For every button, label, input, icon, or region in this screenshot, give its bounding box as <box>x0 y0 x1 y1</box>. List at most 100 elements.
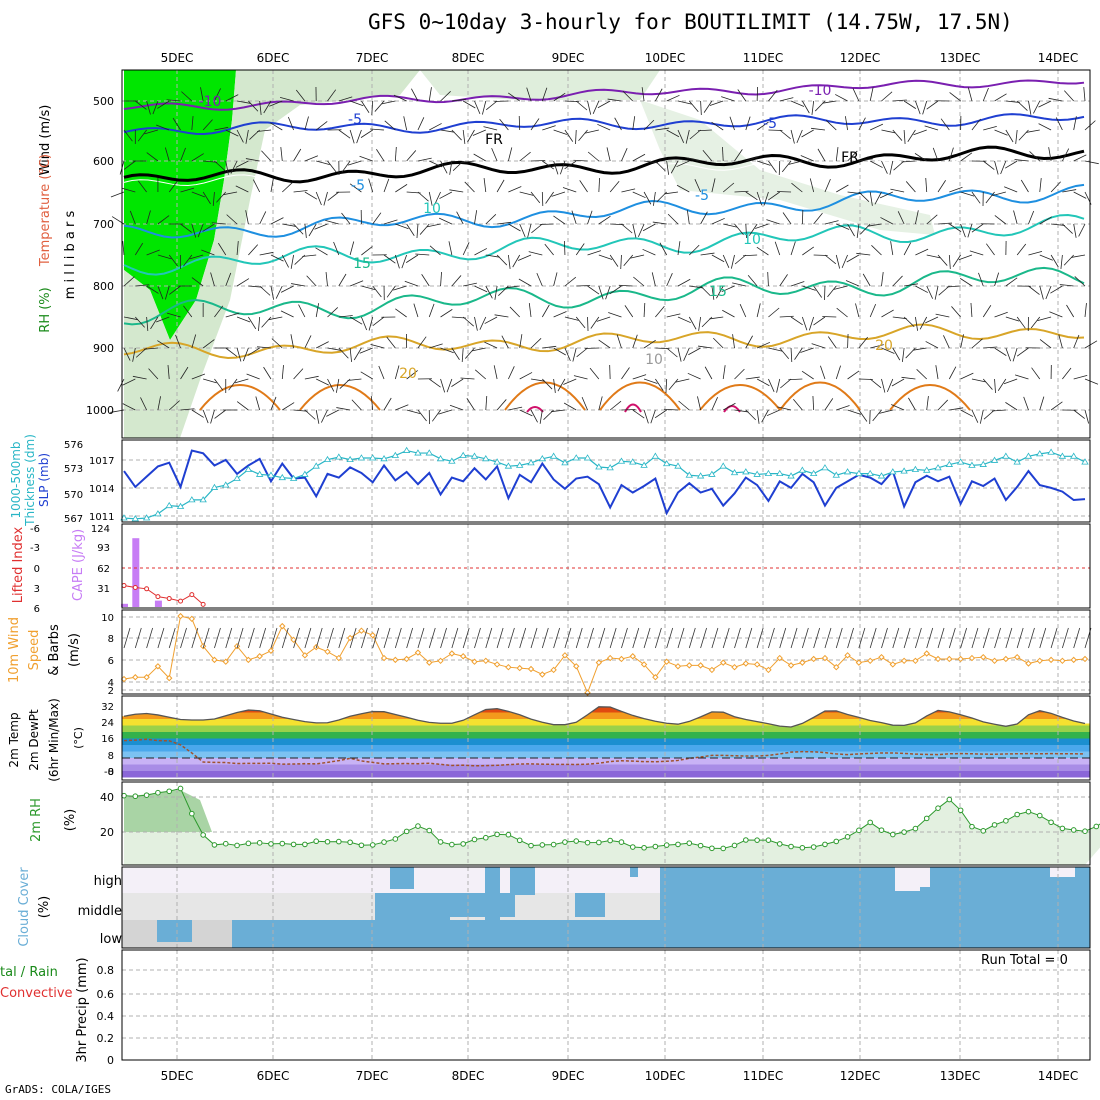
wind-barb <box>483 126 498 131</box>
wind-barb <box>203 160 218 163</box>
wind-barb <box>1028 250 1043 256</box>
wind-barb <box>519 223 526 238</box>
rh2m-point <box>1014 811 1020 818</box>
day-label-top: 9DEC <box>552 51 585 65</box>
wind-speed-point <box>222 658 229 665</box>
thickness-point <box>436 455 445 462</box>
wind-barb <box>847 191 862 195</box>
wind-barb <box>722 309 735 318</box>
wind-barb <box>180 147 186 162</box>
wind-barb <box>722 254 730 268</box>
wind-barb <box>485 100 498 111</box>
wind-barb <box>1016 100 1028 111</box>
wind-barb <box>451 275 462 287</box>
wind-barb <box>841 254 848 269</box>
wind10-barb <box>428 627 436 649</box>
contour-10 <box>123 213 1085 276</box>
wind-barb <box>517 254 532 261</box>
wind-barb <box>748 223 758 236</box>
cape-bar <box>154 600 162 607</box>
day-label-bottom: 9DEC <box>552 1069 585 1083</box>
wind-barb <box>1004 186 1018 193</box>
wind-barb <box>734 254 747 265</box>
wind-barb <box>597 100 611 109</box>
wind-barb <box>1084 378 1099 385</box>
wind-barb <box>937 254 948 266</box>
wind-barb <box>1039 339 1052 349</box>
wind-barb <box>926 100 939 110</box>
wind-barb <box>191 373 206 380</box>
wind-barb <box>1028 285 1040 295</box>
precip-legend-conv: Convective <box>0 986 73 1001</box>
wind-barb <box>846 254 860 263</box>
thickness-point <box>470 452 479 459</box>
thickness-point <box>493 458 501 465</box>
wind-barb <box>781 160 792 173</box>
wind-barb <box>217 242 227 256</box>
thickness-point <box>312 462 320 469</box>
wind10-barb <box>666 627 674 649</box>
wind-barb <box>572 347 577 362</box>
contour-label: 15 <box>709 284 727 300</box>
thickness-point <box>753 470 761 477</box>
rh2m-point <box>788 843 794 850</box>
contour-25 <box>599 381 681 411</box>
wind10-barb <box>1028 627 1035 649</box>
rh2m-point <box>765 837 772 843</box>
wind-barb <box>378 365 385 380</box>
temp-band <box>122 719 1090 726</box>
wind-barb <box>782 212 792 225</box>
rh2m-point <box>358 842 365 849</box>
wind-barb <box>855 303 860 318</box>
wind-barb <box>438 409 452 415</box>
thickness-point <box>391 451 400 458</box>
wind-barb <box>994 347 1007 356</box>
wind-barb <box>889 160 894 175</box>
wind-barb <box>434 191 441 205</box>
rh2m-point <box>313 838 320 845</box>
wind-barb <box>553 347 566 356</box>
wind-barb <box>1015 129 1018 144</box>
wind-barb <box>663 408 679 411</box>
wind-barb <box>544 243 554 256</box>
wind-barb <box>212 191 215 206</box>
wind-speed-point <box>482 657 489 665</box>
wind-barb <box>756 378 770 387</box>
rh2m-point <box>449 841 455 848</box>
wind-barb <box>825 119 837 131</box>
wind-barb <box>361 316 368 331</box>
rh2m-point <box>833 838 840 845</box>
wind-barb <box>349 183 362 193</box>
day-label-top: 8DEC <box>452 51 485 65</box>
wind-barb <box>598 285 604 300</box>
wind-barb <box>642 223 656 232</box>
wind-barb <box>871 244 882 256</box>
thickness-point <box>708 470 716 477</box>
wind-speed-point <box>448 650 456 657</box>
wind-barb <box>132 375 147 380</box>
wind-barb <box>940 118 950 131</box>
rh2m-point <box>776 841 783 847</box>
wind-barb <box>401 254 408 269</box>
wind-barb <box>1000 160 1007 175</box>
thickness-title2: Thickness (dm) <box>23 434 37 527</box>
wind-speed-point <box>346 634 354 642</box>
wind-barb <box>519 191 534 196</box>
pressure-tick: 1000 <box>86 404 114 417</box>
wind-barb <box>745 116 751 131</box>
wind-barb <box>756 246 769 256</box>
thickness-point <box>538 455 547 462</box>
wind-barb <box>951 306 961 318</box>
wind-barb <box>666 347 678 358</box>
wind-barb <box>528 303 532 318</box>
wind-barb <box>386 285 396 298</box>
wind-speed-point <box>527 665 535 673</box>
wind10-barb <box>293 627 300 649</box>
wind-barb <box>685 129 690 144</box>
rh2m-point <box>912 825 919 832</box>
wind-barb <box>926 214 938 225</box>
cape-tick: 124 <box>91 524 110 535</box>
wind-barb <box>531 223 543 234</box>
wind-barb <box>157 285 164 300</box>
wind-barb <box>376 149 385 162</box>
